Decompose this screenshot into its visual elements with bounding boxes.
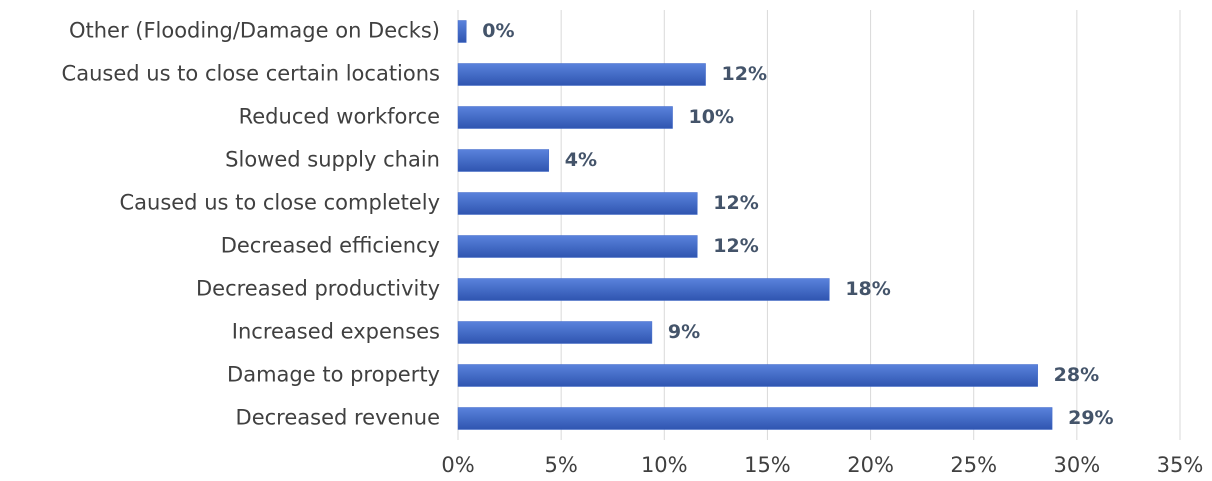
data-label: 12%	[713, 192, 758, 214]
bar	[457, 63, 706, 86]
y-tick-label: Decreased efficiency	[221, 234, 440, 258]
y-tick-label: Increased expenses	[232, 320, 440, 344]
x-tick-label: 20%	[847, 453, 894, 477]
y-tick-label: Reduced workforce	[239, 105, 440, 129]
data-label: 4%	[565, 149, 597, 171]
bar	[457, 321, 653, 344]
data-label: 28%	[1054, 364, 1099, 386]
y-tick-label: Other (Flooding/Damage on Decks)	[69, 19, 440, 43]
x-tick-label: 5%	[544, 453, 577, 477]
x-tick-label: 10%	[641, 453, 688, 477]
y-tick-label: Slowed supply chain	[225, 148, 440, 172]
data-label: 12%	[722, 63, 767, 85]
bar	[457, 20, 467, 43]
y-tick-label: Caused us to close certain locations	[62, 62, 440, 86]
y-tick-label: Decreased revenue	[236, 406, 440, 430]
x-tick-label: 35%	[1157, 453, 1204, 477]
data-label: 18%	[845, 278, 890, 300]
y-tick-label: Damage to property	[227, 363, 440, 387]
bar	[457, 192, 698, 215]
bar	[457, 278, 830, 301]
data-label: 10%	[689, 106, 734, 128]
data-label: 0%	[482, 20, 514, 42]
bar	[457, 407, 1053, 430]
bar	[457, 106, 673, 129]
data-label: 9%	[668, 321, 700, 343]
x-tick-label: 0%	[441, 453, 474, 477]
y-tick-label: Decreased productivity	[196, 277, 440, 301]
x-tick-label: 30%	[1054, 453, 1101, 477]
data-label: 29%	[1068, 407, 1113, 429]
data-label: 12%	[713, 235, 758, 257]
x-tick-label: 25%	[950, 453, 997, 477]
y-tick-label: Caused us to close completely	[119, 191, 440, 215]
bar	[457, 235, 698, 258]
bar	[457, 149, 550, 172]
bar	[457, 364, 1038, 387]
x-tick-label: 15%	[744, 453, 791, 477]
